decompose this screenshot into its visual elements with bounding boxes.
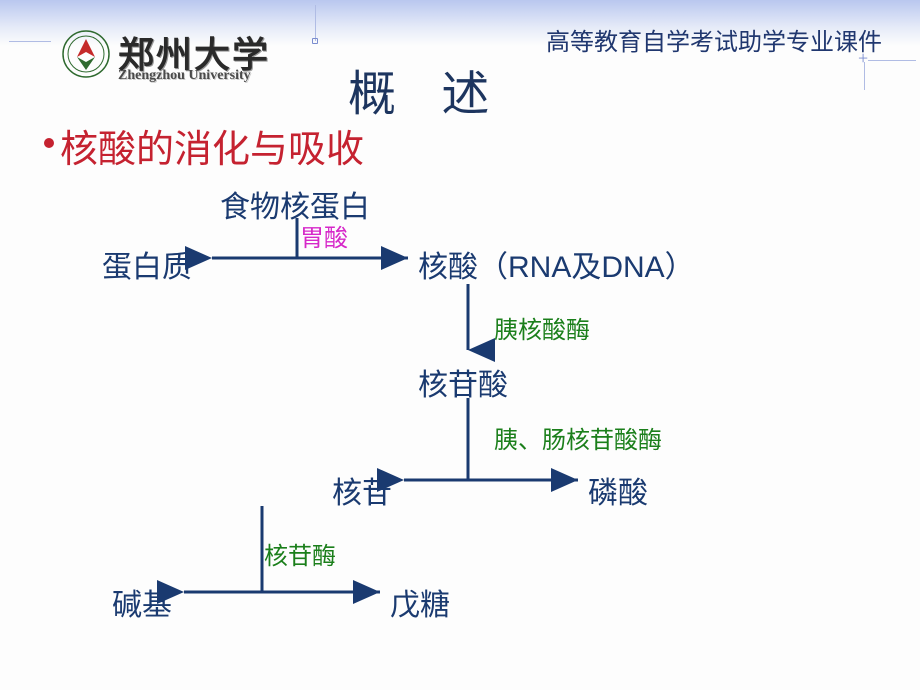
reg-line [315, 5, 316, 41]
logo-text-en: Zhengzhou University [118, 68, 251, 84]
enzyme-pancreatic-nuclease: 胰核酸酶 [494, 310, 590, 345]
node-nucleoside: 核苷 [332, 468, 392, 512]
reg-line [868, 60, 916, 61]
reg-corner [312, 38, 318, 44]
enzyme-nucleosidase: 核苷酶 [264, 536, 336, 571]
node-phosphoric-acid: 磷酸 [588, 468, 648, 512]
node-nucleotide: 核苷酸 [418, 360, 508, 404]
enzyme-pi-nucleotidase: 胰、肠核苷酸酶 [494, 420, 662, 455]
reg-line [9, 41, 51, 42]
page-title: 概 述 [348, 54, 505, 124]
section-title: 核酸的消化与吸收 [60, 118, 364, 173]
node-protein: 蛋白质 [102, 242, 192, 286]
logo-emblem-icon [62, 30, 110, 78]
node-pentose: 戊糖 [390, 580, 450, 624]
enzyme-stomach-acid: 胃酸 [300, 218, 348, 253]
node-nucleic-acid: 核酸（RNA及DNA） [418, 242, 695, 286]
courseware-label: 高等教育自学考试助学专业课件 [546, 22, 882, 57]
section-bullet-icon [44, 138, 54, 148]
node-base: 碱基 [112, 580, 172, 624]
